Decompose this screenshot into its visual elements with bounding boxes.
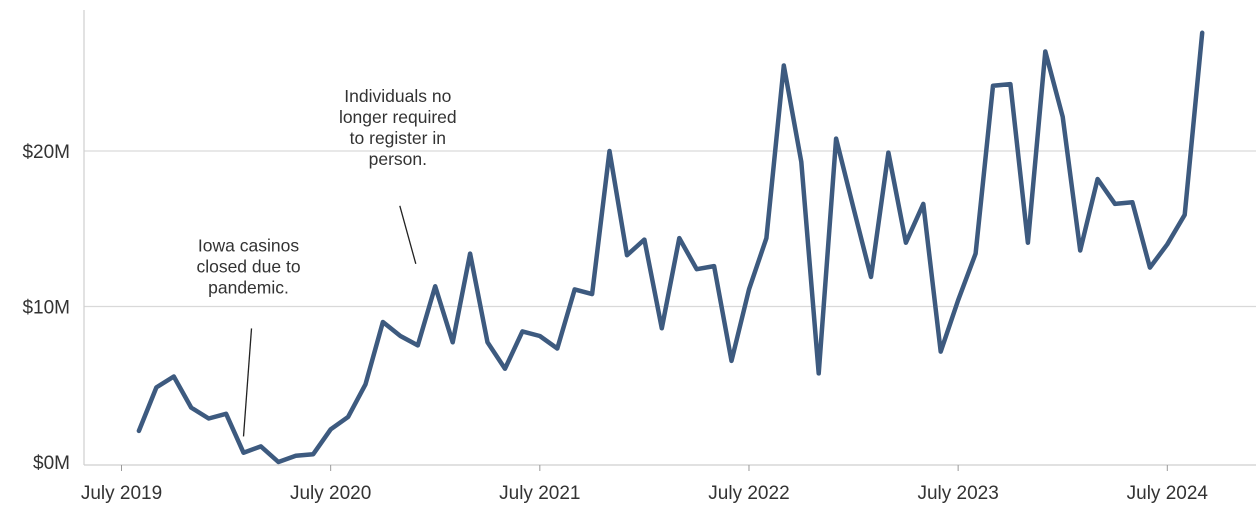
x-tick-label: July 2021 <box>499 483 580 504</box>
annotation-leader-line <box>242 328 253 437</box>
y-tick-label: $0M <box>33 453 70 474</box>
x-axis: July 2019 July 2020 July 2021 July 2022 July… <box>81 465 1209 504</box>
x-tick-label: July 2024 <box>1127 483 1209 504</box>
gridlines <box>84 150 1256 308</box>
annotation-text-line: closed due to <box>196 256 300 276</box>
series <box>136 30 1205 465</box>
annotation-text-line: Iowa casinos <box>198 235 299 255</box>
annotation-leader-line <box>399 205 417 265</box>
x-tick-label: July 2019 <box>81 483 162 504</box>
x-tick-label: July 2023 <box>917 483 998 504</box>
annotation-text-line: person. <box>369 149 427 169</box>
x-tick-label: July 2020 <box>290 483 371 504</box>
y-axis: $0M $10M $20M <box>22 142 70 474</box>
annotation-text-line: Individuals no <box>344 86 451 106</box>
annotation-text-line: longer required <box>339 107 457 127</box>
annotation-text-line: to register in <box>350 128 446 148</box>
series-line <box>136 30 1205 465</box>
annotation-text-line: pandemic. <box>208 277 289 297</box>
y-tick-label: $10M <box>22 298 70 319</box>
x-tick-label: July 2022 <box>708 483 789 504</box>
y-tick-label: $20M <box>22 142 70 163</box>
